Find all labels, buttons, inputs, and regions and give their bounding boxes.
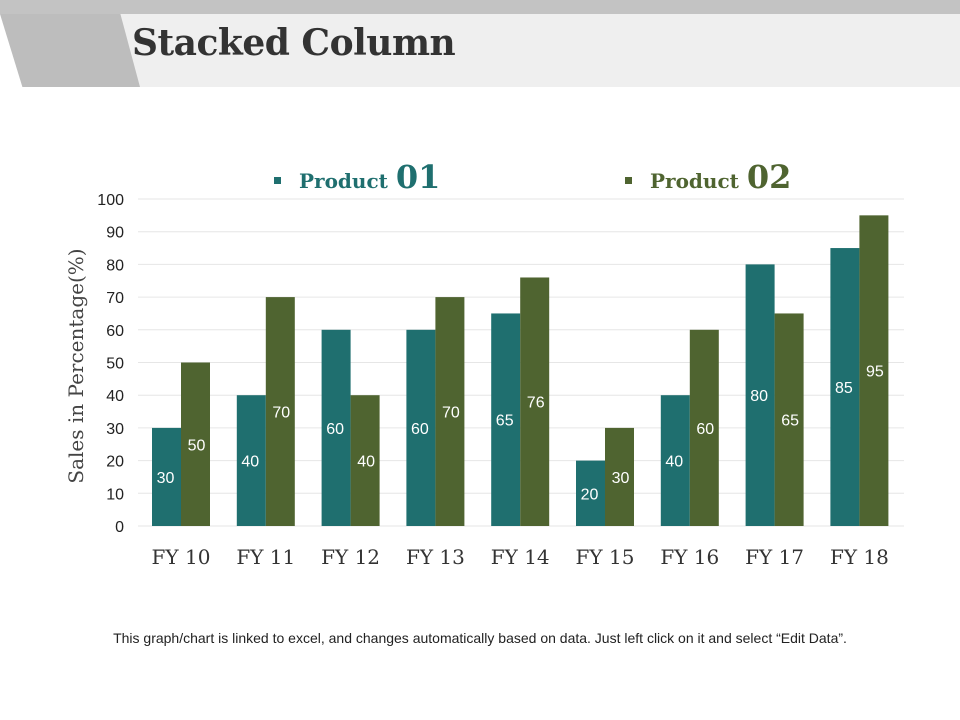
data-label: 85 bbox=[835, 380, 853, 397]
data-label: 60 bbox=[411, 421, 429, 438]
bar-product-01 bbox=[321, 329, 351, 526]
x-tick-label: FY 12 bbox=[321, 545, 380, 569]
x-axis-ticks: FY 10 FY 11 FY 12 FY 13 FY 14 FY 15 FY 16 FY 17… bbox=[152, 545, 889, 569]
x-tick-label: FY 17 bbox=[745, 545, 804, 569]
legend-product-02: Product 02 bbox=[625, 158, 791, 196]
bar-product-02 bbox=[774, 313, 804, 526]
y-tick-label: 60 bbox=[106, 323, 124, 340]
bar-product-02 bbox=[181, 362, 210, 526]
x-tick-label: FY 10 bbox=[152, 545, 211, 569]
bar-product-02 bbox=[265, 297, 295, 526]
y-tick-label: 90 bbox=[106, 225, 124, 242]
data-label: 20 bbox=[581, 486, 599, 503]
data-labels: 30 50 40 70 60 40 60 70 65 76 20 30 40 60 80 65 85 95 bbox=[157, 364, 884, 504]
x-tick-label: FY 11 bbox=[236, 545, 295, 569]
footnote: This graph/chart is linked to excel, and… bbox=[113, 630, 847, 646]
legend-label-product-02: Product bbox=[650, 169, 739, 193]
data-label: 40 bbox=[665, 454, 683, 471]
slide-title: Stacked Column bbox=[132, 22, 456, 64]
bar-product-01 bbox=[576, 460, 605, 526]
x-tick-label: FY 13 bbox=[406, 545, 465, 569]
bar-product-01 bbox=[152, 427, 181, 526]
bar-product-02 bbox=[350, 395, 380, 526]
data-label: 50 bbox=[188, 437, 206, 454]
legend-number-product-01: 01 bbox=[395, 158, 441, 196]
x-tick-label: FY 14 bbox=[491, 545, 550, 569]
legend-swatch-product-02 bbox=[625, 177, 632, 184]
data-label: 60 bbox=[696, 421, 714, 438]
y-tick-label: 100 bbox=[97, 192, 124, 209]
y-tick-label: 80 bbox=[106, 257, 124, 274]
bar-product-01 bbox=[660, 395, 690, 526]
data-label: 80 bbox=[750, 388, 768, 405]
y-tick-label: 30 bbox=[106, 421, 124, 438]
bar-product-02 bbox=[520, 277, 550, 526]
header-top-strip bbox=[0, 0, 960, 14]
bar-product-02 bbox=[859, 215, 889, 526]
bar-product-02 bbox=[605, 427, 634, 526]
data-label: 76 bbox=[527, 395, 545, 412]
legend-label-product-01: Product bbox=[299, 169, 388, 193]
y-tick-label: 10 bbox=[106, 486, 124, 503]
data-label: 60 bbox=[326, 421, 344, 438]
y-tick-label: 0 bbox=[115, 519, 124, 536]
legend-number-product-02: 02 bbox=[746, 158, 792, 196]
y-tick-label: 50 bbox=[106, 356, 124, 373]
data-label: 65 bbox=[496, 413, 514, 430]
bar-product-01 bbox=[745, 264, 775, 526]
data-label: 40 bbox=[241, 454, 259, 471]
bar-product-02 bbox=[435, 297, 465, 526]
bar-product-01 bbox=[491, 313, 521, 526]
y-tick-label: 20 bbox=[106, 454, 124, 471]
data-label: 95 bbox=[866, 364, 884, 381]
y-tick-label: 40 bbox=[106, 388, 124, 405]
bar-product-01 bbox=[236, 395, 266, 526]
data-label: 30 bbox=[157, 470, 175, 487]
data-label: 40 bbox=[357, 454, 375, 471]
header-accent-tab bbox=[0, 14, 140, 87]
data-label: 70 bbox=[272, 405, 290, 422]
header-band bbox=[118, 14, 960, 87]
legend-swatch-product-01 bbox=[274, 177, 281, 184]
x-tick-label: FY 18 bbox=[830, 545, 889, 569]
legend-product-01: Product 01 bbox=[274, 158, 440, 196]
bars bbox=[152, 215, 889, 527]
x-tick-label: FY 15 bbox=[576, 545, 635, 569]
data-label: 30 bbox=[612, 470, 630, 487]
y-tick-label: 70 bbox=[106, 290, 124, 307]
data-label: 65 bbox=[781, 413, 799, 430]
data-label: 70 bbox=[442, 405, 460, 422]
y-axis-ticks: 0 10 20 30 40 50 60 70 80 90 100 bbox=[97, 192, 124, 536]
bar-product-01 bbox=[406, 329, 436, 526]
bar-product-01 bbox=[830, 248, 860, 527]
x-tick-label: FY 16 bbox=[660, 545, 719, 569]
bar-product-02 bbox=[689, 329, 719, 526]
